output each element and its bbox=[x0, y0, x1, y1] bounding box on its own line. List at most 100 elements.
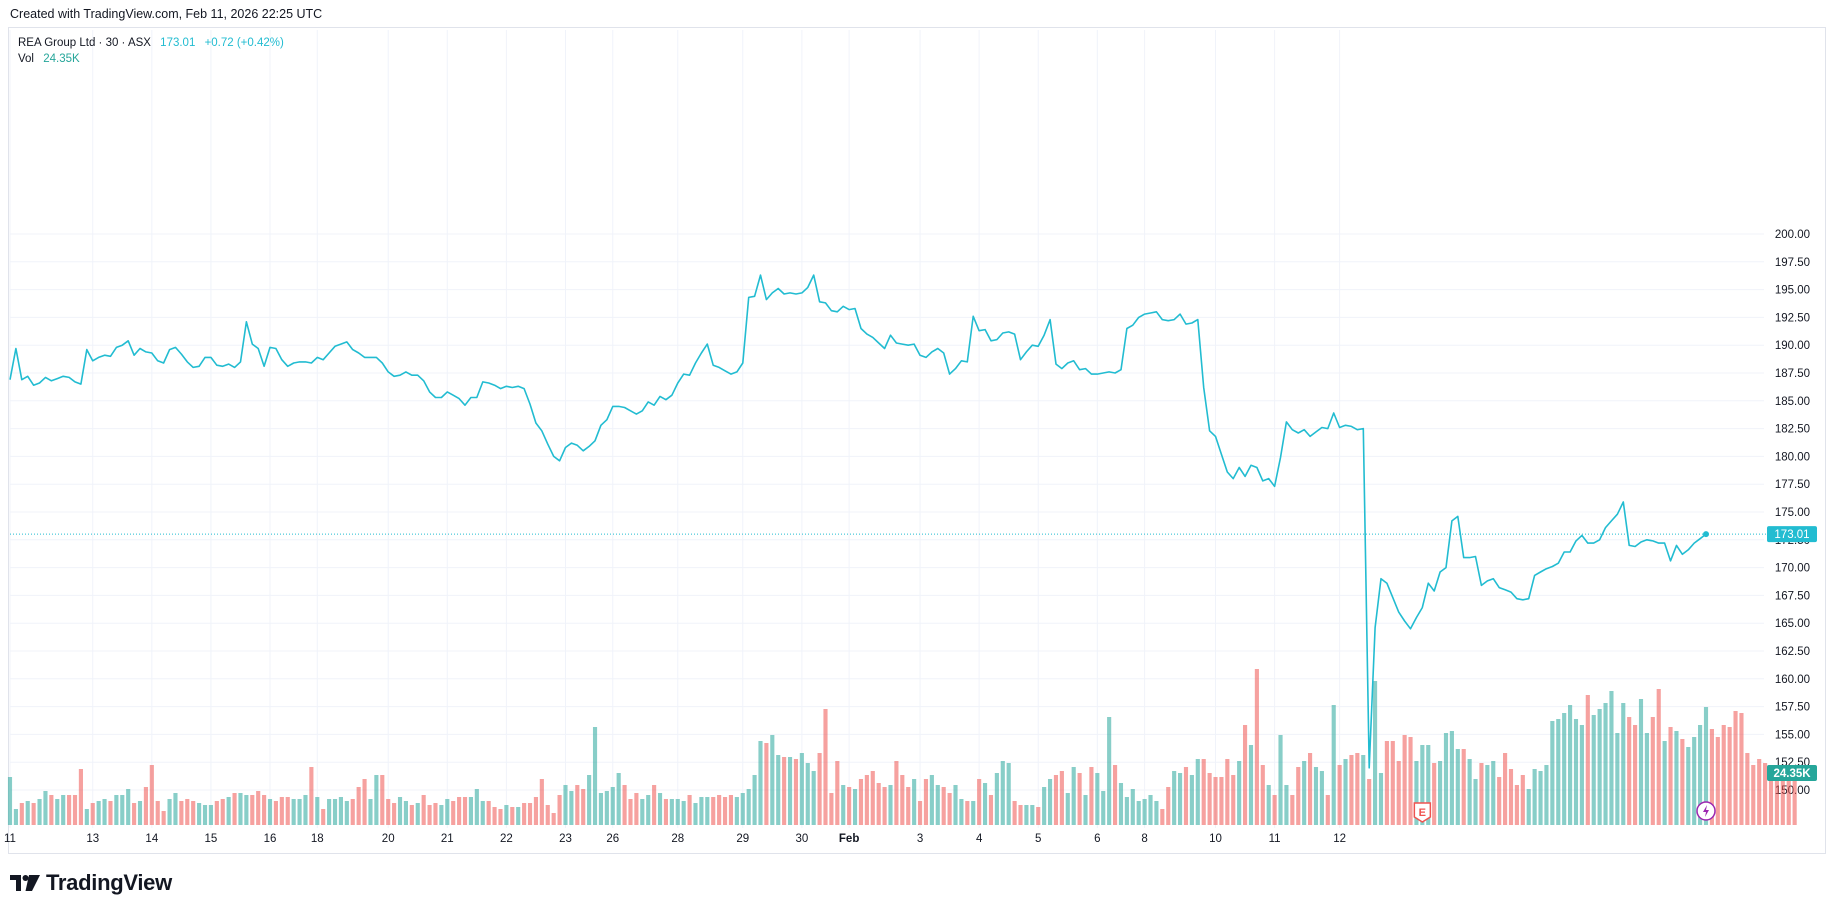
volume-bar bbox=[1101, 791, 1106, 825]
volume-bar bbox=[616, 773, 621, 825]
volume-bar bbox=[67, 795, 72, 825]
volume-bar bbox=[852, 789, 858, 825]
volume-bar bbox=[1089, 767, 1094, 825]
y-tick-label: 177.50 bbox=[1775, 479, 1810, 491]
volume-bar bbox=[1520, 775, 1525, 825]
y-tick-label: 175.00 bbox=[1775, 507, 1810, 519]
tradingview-logo[interactable]: TradingView bbox=[10, 870, 172, 896]
volume-bar bbox=[457, 797, 462, 825]
volume-bar bbox=[262, 795, 267, 825]
volume-bar bbox=[486, 801, 491, 825]
volume-bar bbox=[179, 801, 184, 825]
volume-bar bbox=[581, 789, 586, 825]
volume-bar bbox=[1538, 771, 1543, 825]
volume-bar bbox=[829, 793, 834, 825]
volume-bar bbox=[273, 801, 278, 825]
y-tick-label: 200.00 bbox=[1775, 229, 1810, 241]
volume-bar bbox=[291, 799, 296, 825]
volume-bar bbox=[1402, 735, 1407, 825]
volume-bar bbox=[1633, 725, 1638, 825]
volume-bar bbox=[25, 801, 30, 825]
volume-bar bbox=[1325, 795, 1330, 825]
volume-bar bbox=[510, 807, 515, 825]
volume-bar bbox=[693, 803, 698, 825]
volume-bar bbox=[1272, 795, 1277, 825]
volume-bar bbox=[1780, 775, 1785, 825]
volume-bar bbox=[604, 791, 609, 825]
volume-bar bbox=[516, 807, 521, 825]
volume-bar bbox=[587, 775, 592, 825]
volume-bar bbox=[1349, 755, 1354, 825]
volume-bar bbox=[386, 799, 391, 825]
volume-bar bbox=[941, 787, 946, 825]
volume-bar bbox=[805, 763, 810, 825]
volume-bar bbox=[575, 785, 580, 825]
volume-bar bbox=[37, 799, 42, 825]
y-tick-label: 195.00 bbox=[1775, 285, 1810, 297]
volume-bar bbox=[1237, 761, 1242, 825]
volume-bar bbox=[1662, 741, 1667, 825]
volume-bar bbox=[770, 735, 775, 825]
volume-bar bbox=[1024, 805, 1029, 825]
volume-bar bbox=[1047, 779, 1053, 825]
volume-bar bbox=[1674, 731, 1679, 825]
volume-bar bbox=[1124, 797, 1129, 825]
volume-bar bbox=[793, 759, 799, 825]
volume-bar bbox=[1160, 809, 1165, 825]
earnings-marker-letter: E bbox=[1419, 807, 1426, 819]
x-tick-label: 30 bbox=[795, 833, 808, 845]
volume-bar bbox=[959, 799, 964, 825]
volume-bar bbox=[1207, 773, 1212, 825]
chart-legend: REA Group Ltd · 30 · ASX 173.01 +0.72 (+… bbox=[18, 35, 284, 67]
volume-bar bbox=[279, 797, 284, 825]
volume-bar bbox=[1112, 765, 1118, 825]
volume-bar bbox=[1373, 681, 1378, 825]
volume-bar bbox=[728, 795, 734, 825]
volume-bar bbox=[1148, 795, 1153, 825]
volume-bar bbox=[202, 805, 208, 825]
volume-bar bbox=[988, 795, 994, 825]
volume-bar bbox=[1390, 741, 1395, 825]
volume-bar bbox=[1745, 753, 1750, 825]
volume-bar bbox=[480, 801, 485, 825]
volume-bar bbox=[1290, 795, 1295, 825]
volume-bar bbox=[321, 809, 326, 825]
volume-bar bbox=[858, 779, 864, 825]
volume-bar bbox=[545, 805, 550, 825]
volume-bar bbox=[214, 801, 219, 825]
y-tick-label: 162.50 bbox=[1775, 646, 1810, 658]
y-tick-label: 150.00 bbox=[1775, 785, 1810, 797]
volume-bar bbox=[888, 785, 893, 825]
volume-bar bbox=[776, 755, 781, 825]
volume-bar bbox=[380, 775, 385, 825]
earnings-marker-shape bbox=[1413, 802, 1432, 823]
volume-bar bbox=[1550, 721, 1555, 825]
volume-bar bbox=[1768, 775, 1774, 825]
volume-bar bbox=[1036, 807, 1041, 825]
volume-bar bbox=[31, 803, 36, 825]
volume-bar bbox=[1260, 765, 1265, 825]
volume-bar bbox=[1183, 767, 1189, 825]
volume-bar bbox=[1461, 749, 1466, 825]
volume-bar bbox=[622, 785, 627, 825]
volume-bar bbox=[1497, 777, 1502, 825]
volume-bar bbox=[1343, 759, 1348, 825]
volume-bar bbox=[504, 805, 509, 825]
volume-bar bbox=[1698, 725, 1703, 825]
last-volume-label-bg bbox=[1767, 765, 1817, 781]
volume-bar bbox=[1296, 767, 1301, 825]
volume-bar bbox=[994, 773, 999, 825]
volume-bar bbox=[1491, 761, 1496, 825]
volume-bar bbox=[1479, 763, 1484, 825]
volume-bar bbox=[1467, 759, 1472, 825]
volume-bar bbox=[1077, 773, 1082, 825]
volume-bar bbox=[1177, 773, 1183, 825]
volume-bar bbox=[1142, 799, 1147, 825]
volume-bar bbox=[1786, 773, 1791, 825]
volume-bar bbox=[208, 805, 213, 825]
volume-bar bbox=[657, 793, 663, 825]
earnings-marker-icon: E bbox=[1413, 802, 1432, 823]
volume-bar bbox=[132, 803, 137, 825]
volume-bar bbox=[55, 799, 60, 825]
